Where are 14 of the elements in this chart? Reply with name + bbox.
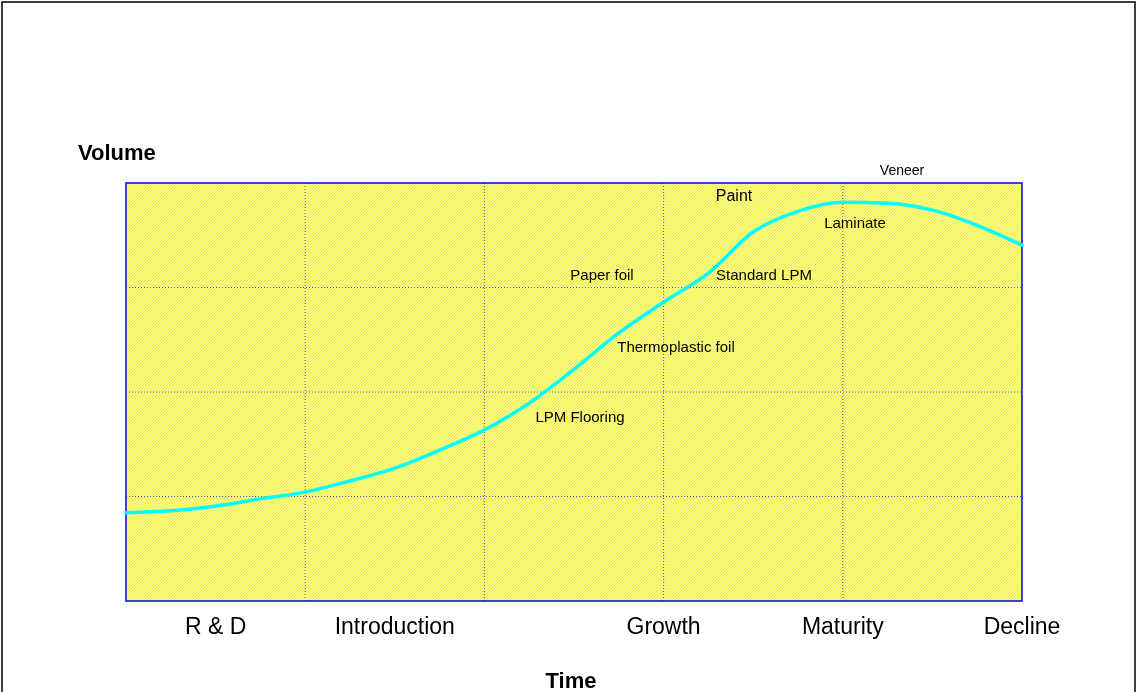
x-tick-label: Growth [626, 613, 701, 639]
annotation: Paper foil [570, 265, 634, 283]
x-tick-label: Introduction [334, 613, 455, 639]
text: Veneer [879, 161, 925, 178]
x-tick-label: Decline [983, 613, 1061, 639]
x-axis-title: Time [545, 668, 597, 692]
x-tick-label: R & D [184, 613, 247, 639]
annotation: Standard LPM [716, 265, 812, 283]
annotation: LPM Flooring [535, 407, 625, 425]
annotation: Laminate [824, 213, 886, 231]
annotation: Thermoplastic foil [617, 337, 735, 355]
x-tick-label: Maturity [801, 613, 885, 639]
annotation: Paint [715, 187, 753, 205]
y-axis-title: Volume [78, 140, 156, 165]
